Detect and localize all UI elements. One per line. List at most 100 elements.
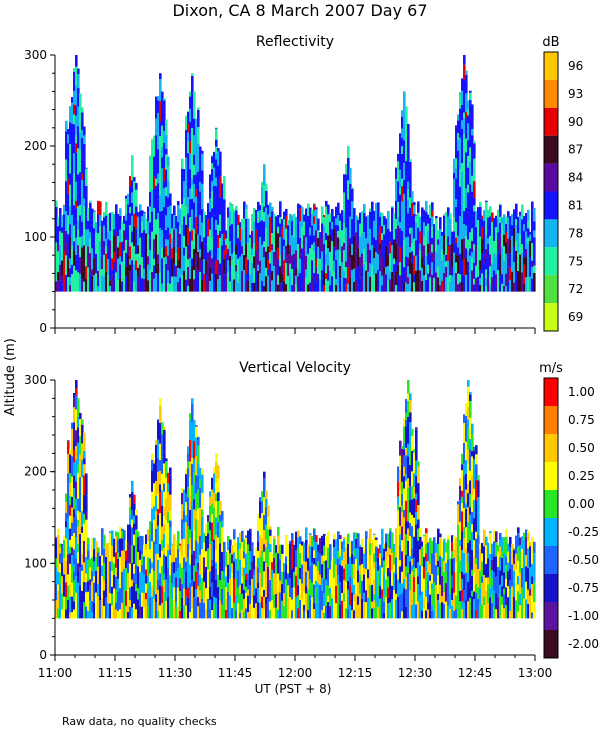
heatmap-cell (245, 257, 248, 275)
heatmap-cell (377, 217, 380, 233)
heatmap-cell (509, 267, 512, 281)
heatmap-cell (361, 215, 364, 234)
heatmap-cell (77, 416, 80, 428)
heatmap-cell (381, 528, 384, 542)
heatmap-cell (517, 270, 520, 292)
heatmap-cell (281, 553, 284, 562)
heatmap-cell (533, 553, 536, 564)
heatmap-cell (481, 542, 484, 554)
heatmap-cell (285, 597, 288, 619)
heatmap-cell (165, 556, 168, 565)
heatmap-cell (65, 274, 68, 292)
heatmap-cell (205, 215, 208, 219)
heatmap-cell (167, 207, 170, 228)
heatmap-cell (419, 573, 422, 583)
heatmap-cell (135, 254, 138, 261)
heatmap-cell (209, 182, 212, 193)
heatmap-cell (371, 608, 374, 619)
heatmap-cell (87, 267, 90, 280)
heatmap-cell (521, 605, 524, 619)
heatmap-cell (103, 276, 106, 292)
heatmap-cell (383, 548, 386, 561)
heatmap-cell (59, 543, 62, 548)
heatmap-cell (197, 585, 200, 597)
heatmap-cell (431, 589, 434, 606)
heatmap-cell (409, 523, 412, 536)
heatmap-cell (71, 102, 74, 124)
heatmap-cell (427, 273, 430, 292)
heatmap-cell (179, 277, 182, 285)
heatmap-cell (89, 232, 92, 239)
x-tick-label: 12:45 (458, 666, 493, 680)
heatmap-cell (407, 266, 410, 278)
heatmap-cell (71, 566, 74, 583)
heatmap-cell (185, 605, 188, 619)
heatmap-cell (191, 457, 194, 464)
heatmap-cell (151, 568, 154, 586)
heatmap-cell (407, 277, 410, 285)
heatmap-cell (405, 228, 408, 238)
heatmap-cell (521, 587, 524, 606)
heatmap-cell (401, 186, 404, 202)
heatmap-cell (445, 601, 448, 619)
heatmap-cell (167, 156, 170, 167)
heatmap-cell (413, 220, 416, 239)
heatmap-cell (201, 150, 204, 154)
heatmap-cell (191, 258, 194, 266)
heatmap-cell (505, 216, 508, 224)
heatmap-cell (307, 544, 310, 559)
heatmap-cell (257, 541, 260, 551)
heatmap-cell (81, 154, 84, 174)
heatmap-cell (159, 166, 162, 186)
heatmap-cell (181, 224, 184, 242)
heatmap-cell (361, 557, 364, 565)
heatmap-cell (163, 451, 166, 464)
heatmap-cell (407, 284, 410, 292)
heatmap-cell (157, 439, 160, 458)
heatmap-cell (75, 558, 78, 577)
heatmap-cell (263, 551, 266, 562)
heatmap-cell (503, 260, 506, 269)
heatmap-cell (383, 560, 386, 574)
heatmap-cell (501, 231, 504, 248)
heatmap-cell (181, 492, 184, 505)
heatmap-cell (437, 277, 440, 292)
heatmap-cell (327, 602, 330, 619)
heatmap-cell (461, 120, 464, 129)
heatmap-cell (407, 572, 410, 584)
heatmap-cell (409, 500, 412, 513)
heatmap-cell (83, 582, 86, 592)
heatmap-cell (501, 264, 504, 275)
heatmap-cell (281, 226, 284, 238)
heatmap-cell (427, 580, 430, 603)
heatmap-cell (431, 274, 434, 285)
heatmap-cell (247, 556, 250, 574)
heatmap-cell (97, 583, 100, 597)
heatmap-cell (245, 274, 248, 282)
heatmap-cell (221, 221, 224, 234)
heatmap-cell (457, 554, 460, 566)
heatmap-cell (345, 284, 348, 292)
heatmap-cell (127, 605, 130, 612)
heatmap-cell (331, 221, 334, 230)
heatmap-cell (163, 153, 166, 169)
heatmap-cell (207, 521, 210, 534)
heatmap-cell (463, 442, 466, 465)
heatmap-cell (423, 567, 426, 579)
heatmap-cell (271, 233, 274, 245)
heatmap-cell (65, 527, 68, 539)
heatmap-cell (473, 572, 476, 592)
heatmap-cell (411, 514, 414, 527)
heatmap-cell (115, 209, 118, 232)
heatmap-cell (73, 280, 76, 292)
heatmap-cell (463, 259, 466, 276)
heatmap-cell (69, 473, 72, 484)
heatmap-cell (263, 212, 266, 222)
heatmap-cell (491, 559, 494, 571)
heatmap-cell (403, 488, 406, 510)
heatmap-cell (349, 238, 352, 245)
heatmap-cell (129, 225, 132, 247)
heatmap-cell (197, 483, 200, 490)
heatmap-cell (365, 536, 368, 548)
heatmap-cell (127, 225, 130, 241)
